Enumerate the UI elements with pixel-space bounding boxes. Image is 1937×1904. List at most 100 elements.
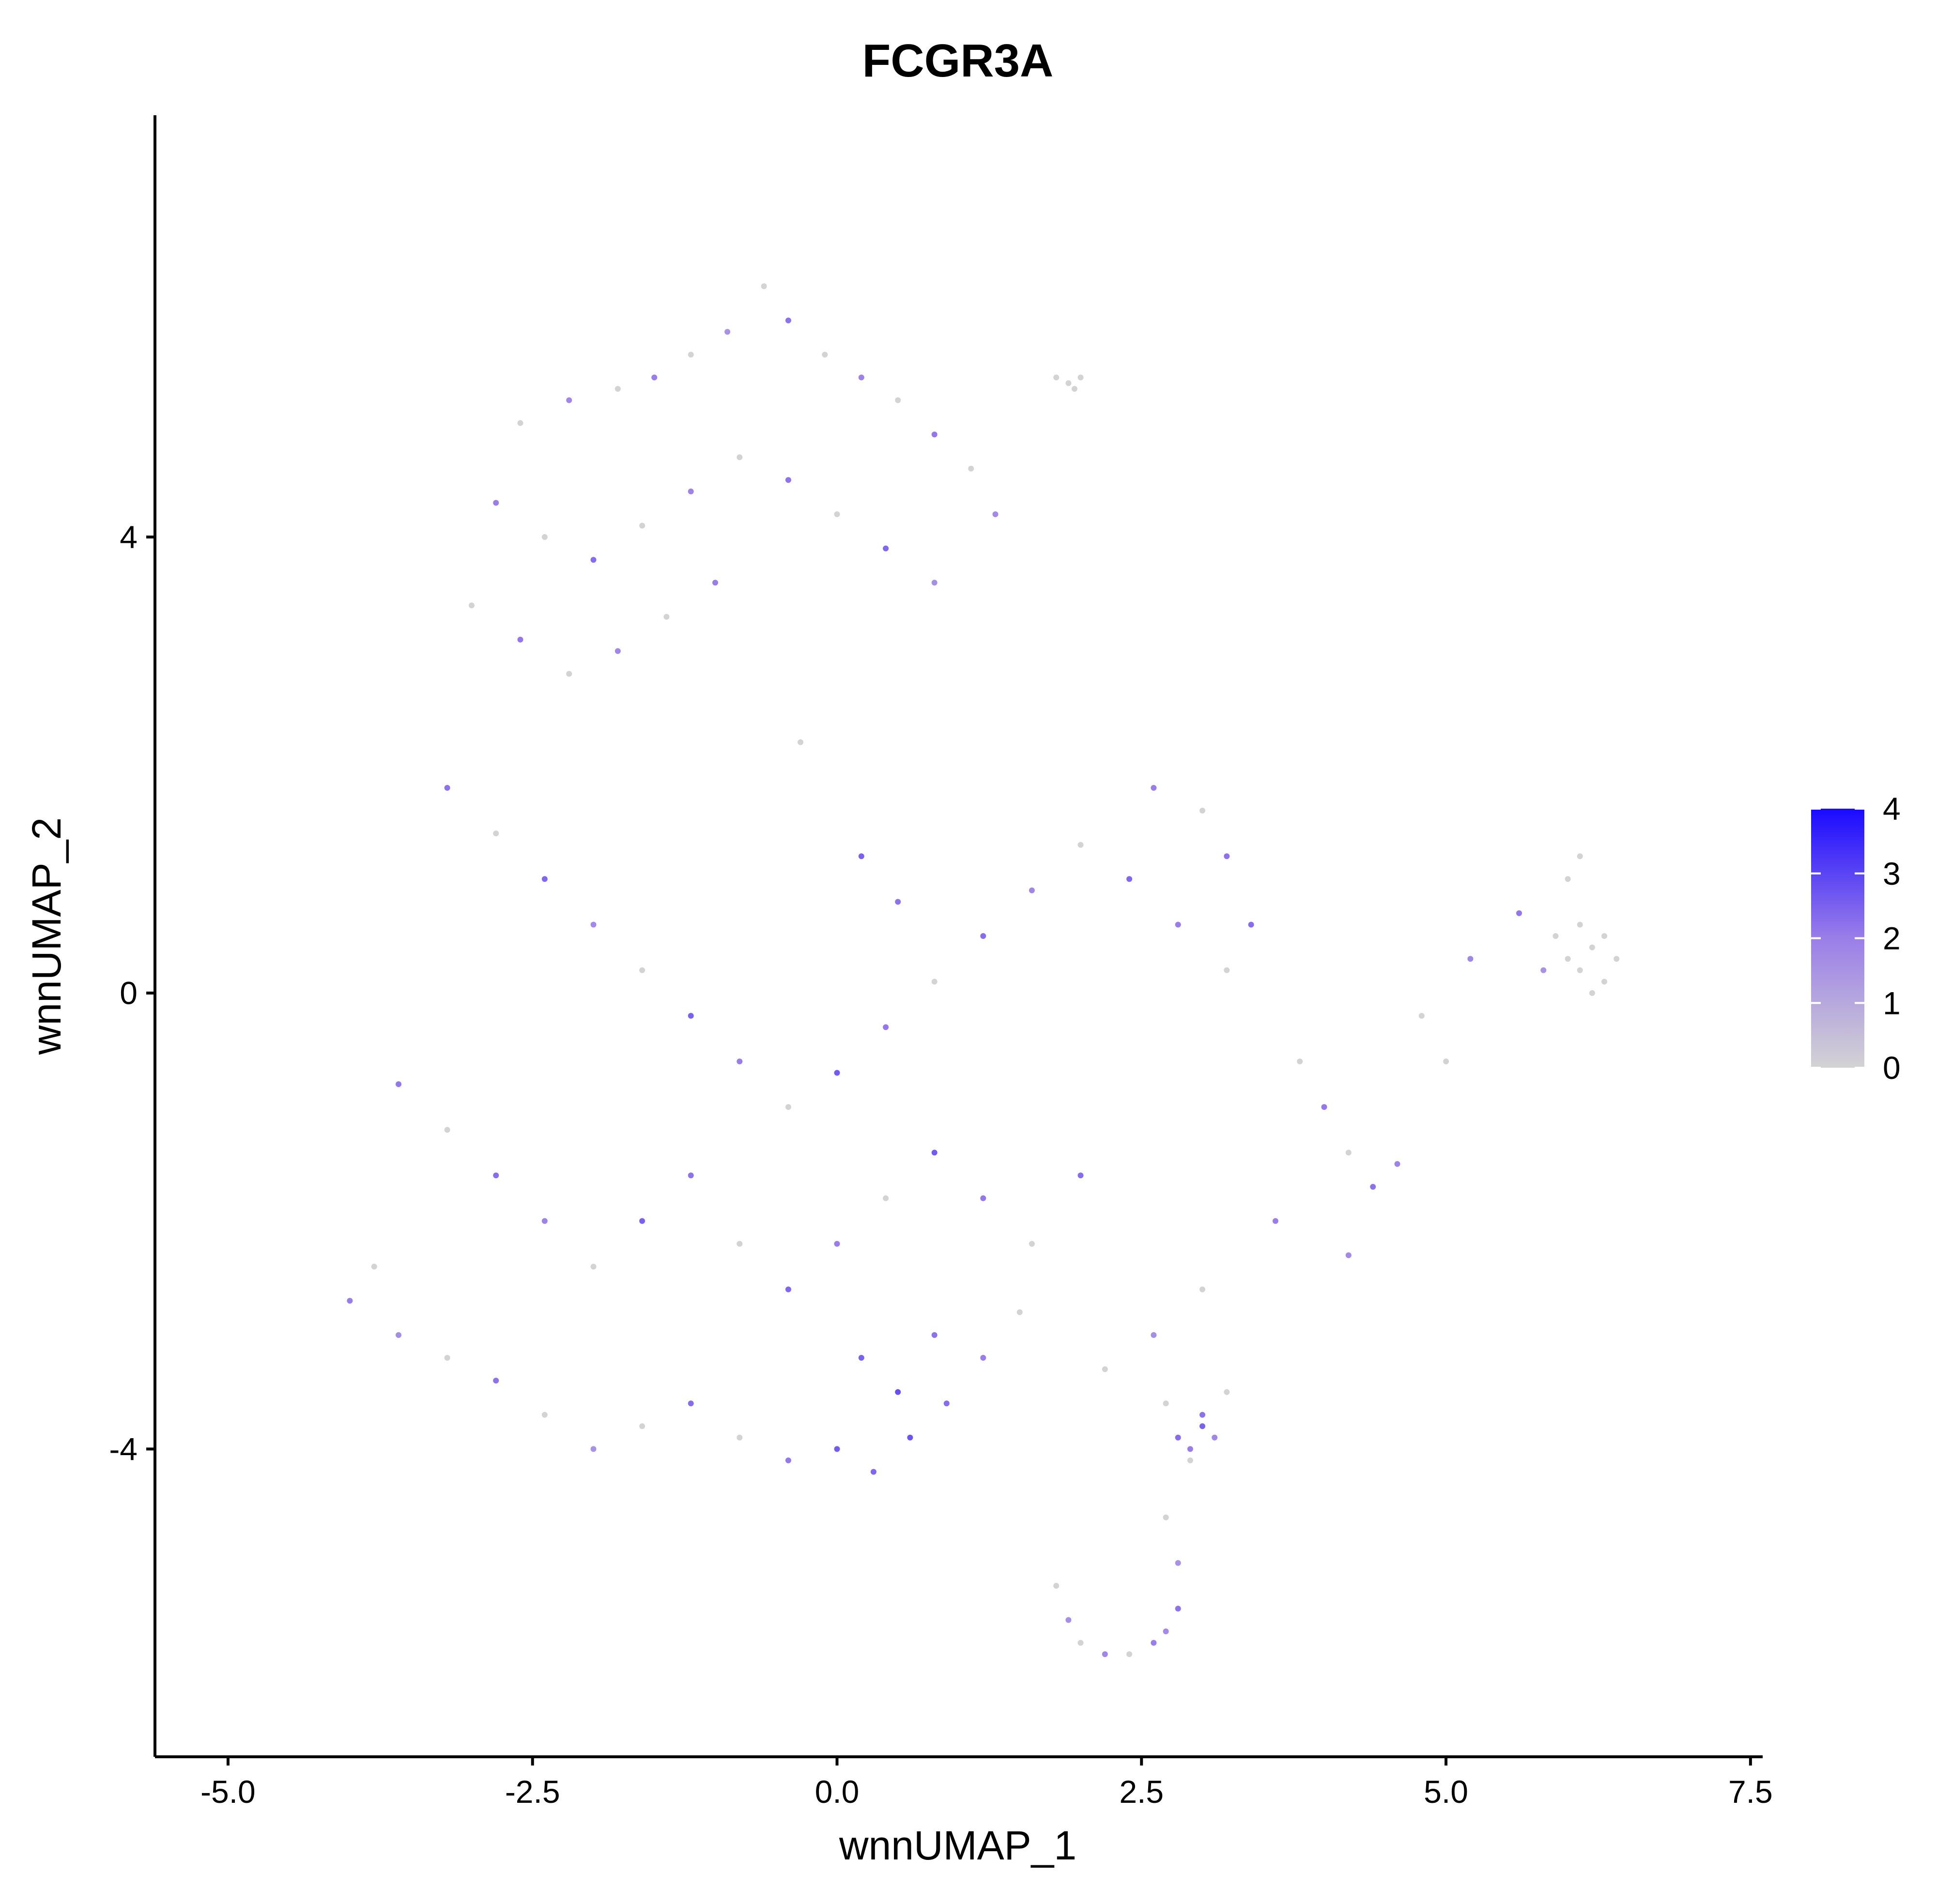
data-point <box>347 1298 353 1304</box>
data-point <box>1187 1446 1193 1452</box>
data-point <box>858 1355 864 1361</box>
data-point <box>1126 876 1133 882</box>
data-point <box>615 386 621 392</box>
data-point <box>566 397 572 403</box>
data-point <box>1175 1606 1181 1612</box>
data-point <box>858 853 864 860</box>
data-point <box>688 1013 694 1019</box>
data-point <box>968 465 974 472</box>
data-point <box>1418 1013 1425 1019</box>
data-point <box>688 488 694 494</box>
data-point <box>1163 1628 1169 1634</box>
x-tick-label: 5.0 <box>1424 1774 1468 1810</box>
data-point <box>895 397 901 403</box>
x-axis-ticks: -5.0 -2.5 0.0 2.5 5.0 7.5 <box>200 1757 1773 1810</box>
data-point <box>822 352 828 358</box>
chart-title: FCGR3A <box>862 35 1054 87</box>
data-point <box>1614 956 1620 962</box>
data-point <box>1029 1241 1035 1247</box>
y-axis-title: wnnUMAP_2 <box>24 817 69 1055</box>
data-point <box>639 967 646 973</box>
data-point <box>1345 1150 1352 1156</box>
data-point <box>737 1241 743 1247</box>
data-point <box>1053 1582 1060 1589</box>
data-point <box>444 1355 450 1361</box>
data-point <box>1224 967 1230 973</box>
data-point <box>663 614 670 620</box>
data-point <box>590 1446 597 1452</box>
data-point <box>1151 1332 1157 1338</box>
data-point <box>396 1332 401 1338</box>
data-point <box>1077 842 1084 848</box>
data-point <box>541 876 548 882</box>
data-point <box>931 580 938 586</box>
data-point <box>1577 967 1583 973</box>
data-point <box>1577 921 1583 928</box>
data-point <box>834 511 840 517</box>
data-point <box>931 979 938 985</box>
data-point <box>1163 1514 1169 1520</box>
data-point <box>1151 1640 1157 1646</box>
data-point <box>1199 1412 1205 1418</box>
data-point <box>1102 1366 1108 1372</box>
x-tick-label: 0.0 <box>815 1774 860 1810</box>
data-point <box>1601 933 1607 939</box>
data-point <box>712 580 718 586</box>
data-point <box>651 374 658 381</box>
data-point <box>980 933 986 939</box>
data-point <box>931 431 938 438</box>
data-point <box>1589 990 1595 996</box>
data-point <box>1467 956 1474 962</box>
data-point <box>834 1241 840 1247</box>
x-tick-label: -2.5 <box>505 1774 560 1810</box>
data-point <box>1151 785 1157 791</box>
data-point <box>1589 944 1595 951</box>
data-point <box>1577 853 1583 860</box>
data-point <box>1224 1389 1230 1395</box>
data-point <box>639 522 646 529</box>
data-point <box>737 1434 743 1441</box>
data-point <box>943 1400 950 1407</box>
data-point <box>1248 921 1254 928</box>
colorbar-ticks: 0 1 2 3 4 <box>1811 791 1901 1086</box>
data-point <box>1199 1286 1205 1292</box>
data-point <box>1345 1252 1352 1259</box>
data-point <box>737 1059 743 1064</box>
data-point <box>980 1355 986 1361</box>
data-point <box>1016 1309 1023 1315</box>
data-point <box>1272 1218 1278 1224</box>
data-point <box>1175 1560 1181 1566</box>
x-tick-label: 7.5 <box>1728 1774 1773 1810</box>
x-tick-label: 2.5 <box>1119 1774 1164 1810</box>
data-point <box>444 785 450 791</box>
data-point <box>688 1172 694 1179</box>
x-axis-title: wnnUMAP_1 <box>839 1823 1076 1868</box>
colorbar-tick-label: 3 <box>1883 856 1901 891</box>
data-point <box>1029 887 1035 893</box>
data-point <box>1175 1434 1181 1441</box>
data-point <box>517 420 523 426</box>
data-point <box>761 283 767 290</box>
data-point <box>468 602 475 609</box>
data-point <box>493 830 499 837</box>
colorbar-tick-label: 0 <box>1883 1050 1901 1086</box>
data-point <box>1516 910 1522 916</box>
colorbar-tick-label: 1 <box>1883 985 1901 1021</box>
data-point <box>396 1081 401 1087</box>
data-point <box>785 1286 791 1292</box>
data-point <box>883 1024 889 1030</box>
data-point <box>798 739 803 745</box>
data-point <box>1102 1651 1108 1658</box>
data-point <box>1394 1161 1400 1167</box>
data-point <box>1443 1059 1449 1064</box>
data-point <box>870 1469 876 1475</box>
data-point <box>1126 1651 1133 1658</box>
data-point <box>493 1378 499 1384</box>
data-point <box>883 545 889 552</box>
data-point <box>590 557 597 563</box>
data-point <box>541 1412 548 1418</box>
data-point <box>785 317 791 323</box>
data-point <box>1071 386 1077 392</box>
colorbar-tick-label: 2 <box>1883 921 1901 956</box>
data-point <box>785 477 791 483</box>
